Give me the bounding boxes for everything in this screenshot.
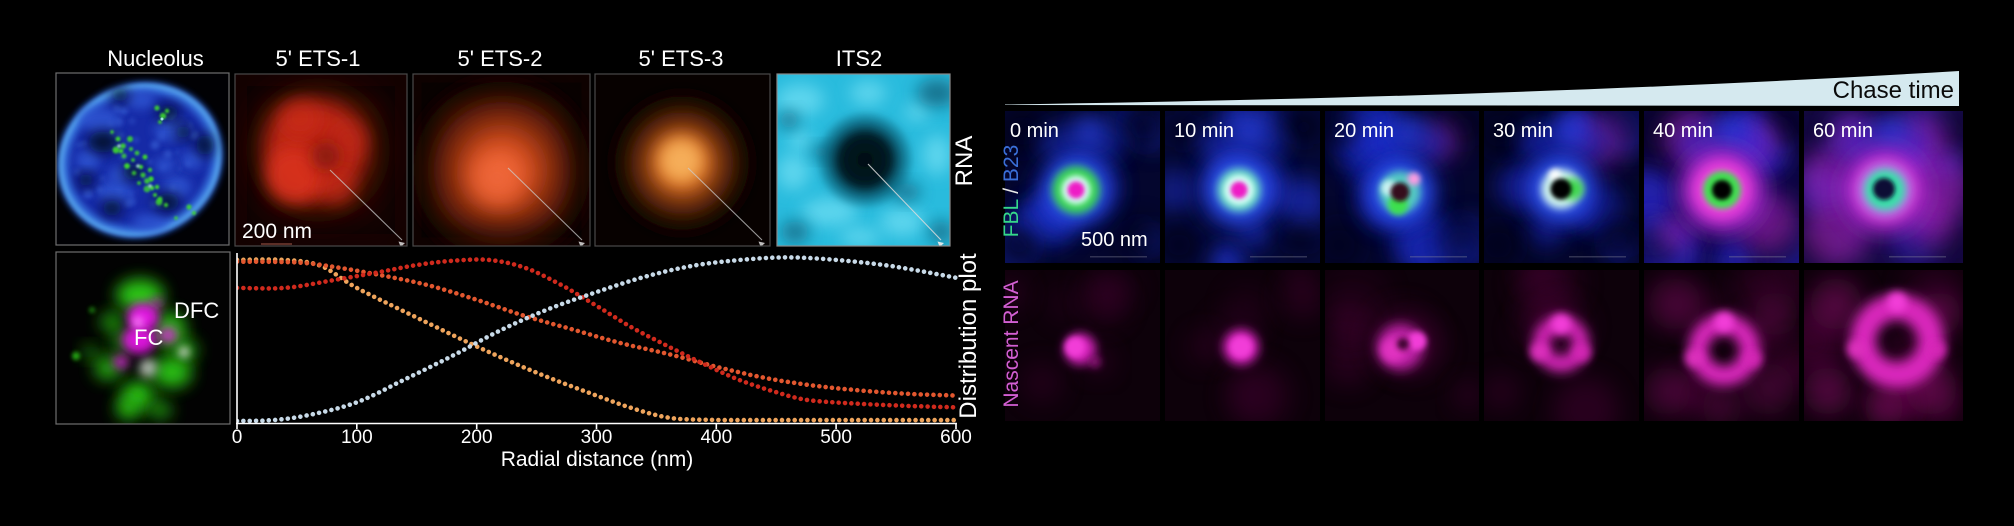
svg-text:40 min: 40 min xyxy=(1653,120,1713,142)
svg-text:RNA: RNA xyxy=(951,136,978,187)
svg-text:FBL / B23: FBL / B23 xyxy=(1000,145,1023,238)
svg-text:20 min: 20 min xyxy=(1334,120,1394,142)
svg-text:500: 500 xyxy=(820,427,852,448)
svg-text:5' ETS-3: 5' ETS-3 xyxy=(639,46,724,71)
svg-text:400: 400 xyxy=(700,427,732,448)
svg-text:300: 300 xyxy=(581,427,613,448)
svg-text:Nucleolus: Nucleolus xyxy=(107,46,204,71)
svg-text:10 min: 10 min xyxy=(1174,120,1234,142)
svg-text:500 nm: 500 nm xyxy=(1081,229,1148,251)
svg-text:200 nm: 200 nm xyxy=(242,220,312,243)
svg-text:200: 200 xyxy=(461,427,493,448)
svg-text:Nascent RNA: Nascent RNA xyxy=(1000,280,1023,407)
svg-text:30 min: 30 min xyxy=(1493,120,1553,142)
svg-text:0 min: 0 min xyxy=(1010,120,1059,142)
svg-text:ITS2: ITS2 xyxy=(836,46,882,71)
svg-text:DFC: DFC xyxy=(174,298,219,323)
svg-text:Chase time: Chase time xyxy=(1833,77,1954,104)
svg-text:Distribution plot: Distribution plot xyxy=(955,253,982,419)
svg-text:FC: FC xyxy=(134,325,163,350)
svg-text:0: 0 xyxy=(232,427,243,448)
svg-text:100: 100 xyxy=(341,427,373,448)
svg-text:600: 600 xyxy=(940,427,972,448)
svg-text:5' ETS-1: 5' ETS-1 xyxy=(276,46,361,71)
svg-text:5' ETS-2: 5' ETS-2 xyxy=(458,46,543,71)
svg-text:Radial distance (nm): Radial distance (nm) xyxy=(501,448,694,471)
svg-text:60 min: 60 min xyxy=(1813,120,1873,142)
